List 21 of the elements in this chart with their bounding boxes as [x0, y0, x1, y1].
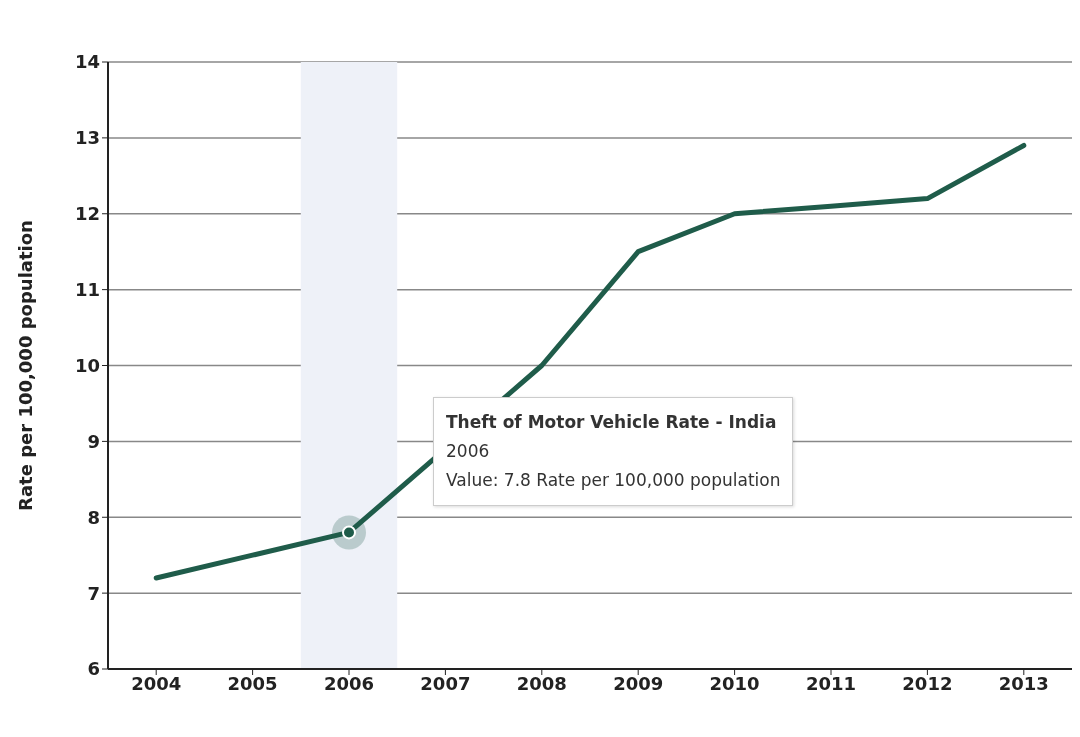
- y-tick-label: 6: [87, 658, 100, 680]
- x-tick-label: 2007: [420, 672, 471, 694]
- y-tick-label: 8: [87, 506, 100, 528]
- x-tick-label: 2010: [709, 672, 760, 694]
- y-tick-label: 14: [74, 51, 100, 73]
- x-tick-label: 2011: [805, 672, 857, 694]
- y-tick-label: 9: [87, 430, 100, 452]
- y-tick-label: 11: [74, 279, 100, 301]
- x-tick-label: 2006: [323, 672, 375, 694]
- y-axis-title: Rate per 100,000 population: [15, 220, 37, 511]
- y-tick-label: 12: [74, 203, 100, 225]
- x-tick-label: 2008: [516, 672, 567, 694]
- annotation: Theft of Motor Vehicle Rate - India 2006 Value: 7.8 Rate per 100,000 population: [446, 411, 781, 492]
- y-tick-label: 13: [74, 127, 100, 149]
- y-tick-label: 10: [74, 354, 100, 376]
- x-tick-label: 2004: [131, 672, 182, 694]
- y-tick-label: 7: [87, 582, 100, 604]
- x-tick-label: 2012: [902, 672, 953, 694]
- x-tick-label: 2005: [227, 672, 278, 694]
- x-tick-label: 2009: [613, 672, 664, 694]
- x-tick-label: 2013: [998, 672, 1049, 694]
